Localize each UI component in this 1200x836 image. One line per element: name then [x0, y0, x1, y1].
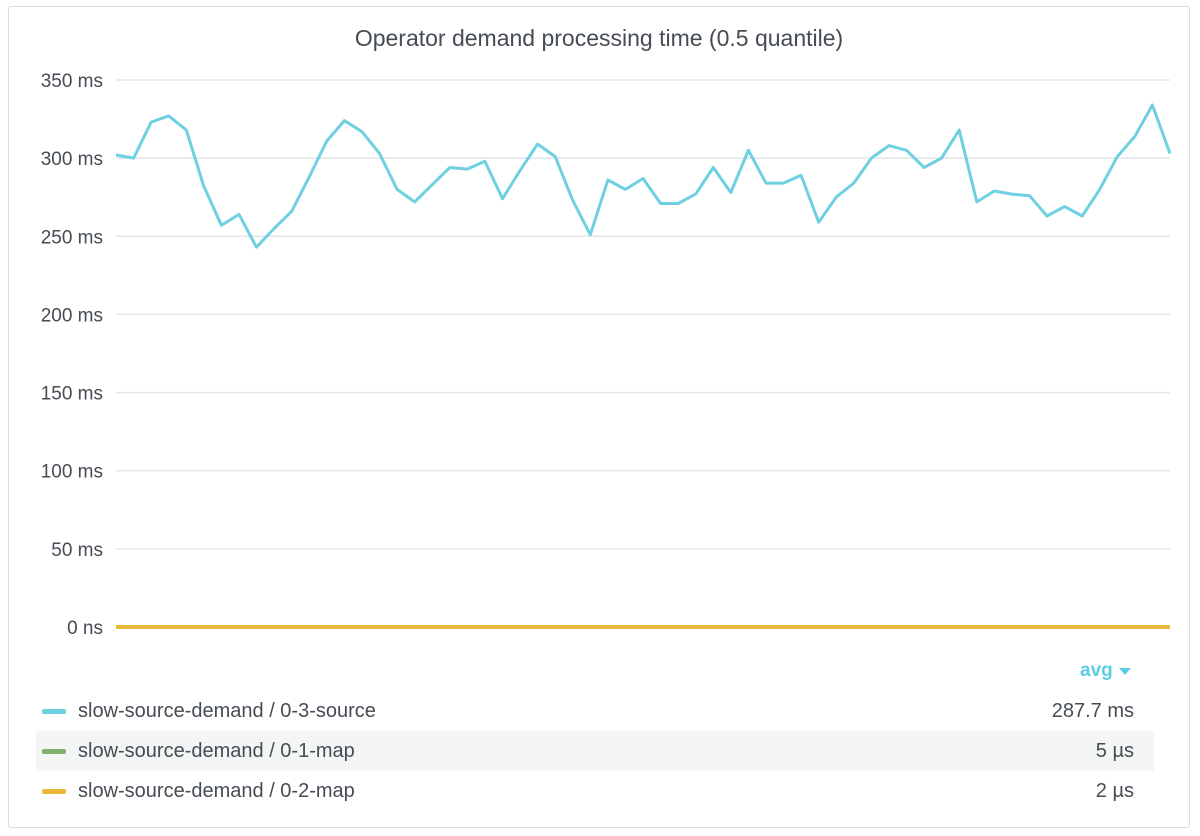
- panel-title: Operator demand processing time (0.5 qua…: [354, 25, 844, 51]
- legend-item[interactable]: slow-source-demand / 0-3-source 287.7 ms: [36, 691, 1154, 731]
- series-color-swatch: [42, 748, 66, 754]
- legend-sort-avg[interactable]: avg: [1080, 660, 1131, 682]
- series-line-0: [115, 103, 1172, 249]
- legend-item[interactable]: slow-source-demand / 0-1-map 5 µs: [36, 731, 1154, 771]
- y-tick-label: 50 ms: [51, 540, 103, 561]
- caret-down-icon: [1118, 667, 1131, 675]
- legend-series-name[interactable]: slow-source-demand / 0-2-map: [78, 779, 355, 802]
- legend-item[interactable]: slow-source-demand / 0-2-map 2 µs: [36, 771, 1154, 811]
- y-tick-label: 150 ms: [41, 384, 103, 405]
- y-tick-label: 200 ms: [41, 305, 103, 326]
- y-tick-label: 350 ms: [41, 71, 103, 92]
- legend-series-name[interactable]: slow-source-demand / 0-3-source: [78, 699, 376, 722]
- grid-lines: [116, 79, 1170, 628]
- graph-panel: Operator demand processing time (0.5 qua…: [8, 6, 1190, 828]
- legend-avg-value: 287.7 ms: [1051, 699, 1134, 722]
- y-tick-label: 250 ms: [41, 227, 103, 248]
- legend-series-name[interactable]: slow-source-demand / 0-1-map: [78, 739, 355, 762]
- y-tick-label: 100 ms: [41, 462, 103, 483]
- legend-sort-label: avg: [1080, 660, 1113, 681]
- legend-avg-value: 5 µs: [1095, 739, 1134, 762]
- series-color-swatch: [42, 788, 66, 794]
- y-tick-label: 300 ms: [41, 149, 103, 170]
- series-lines: [115, 103, 1172, 629]
- series-color-swatch: [42, 708, 66, 714]
- legend-avg-value: 2 µs: [1095, 779, 1134, 802]
- y-axis-ticks: 0 ns 50 ms 100 ms 150 ms 200 ms 250 ms 300 ms 3…: [41, 71, 103, 639]
- y-tick-label: 0 ns: [67, 618, 103, 639]
